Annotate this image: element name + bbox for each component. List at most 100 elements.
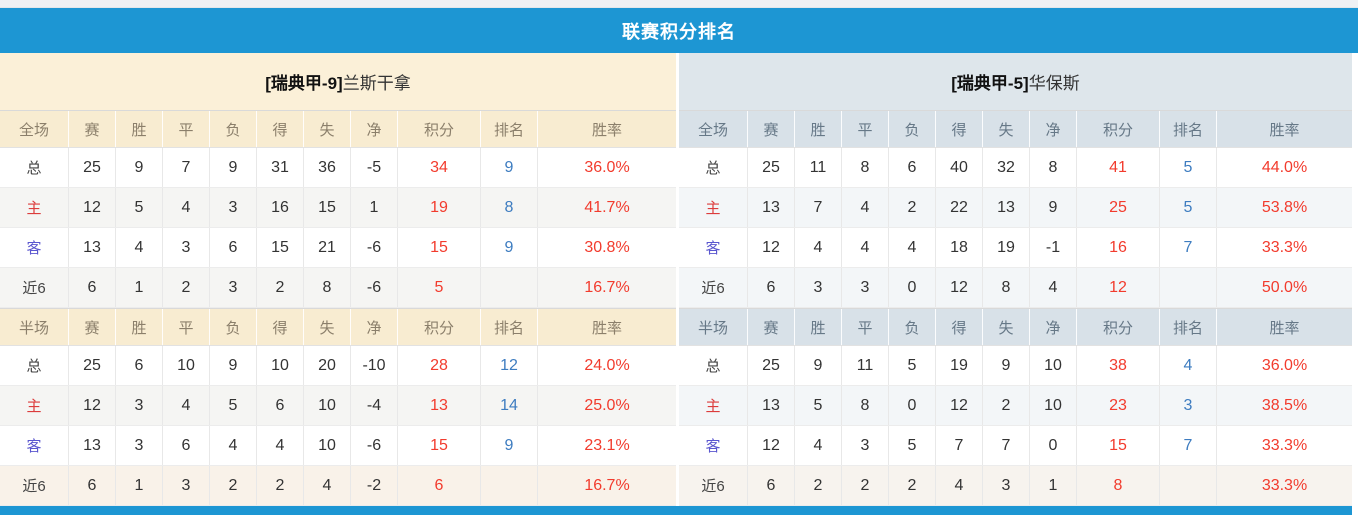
column-header-cell: 失: [982, 111, 1029, 147]
losses-cell: 4: [209, 426, 256, 465]
goals-against-cell: 7: [982, 426, 1029, 465]
column-header-cell: 得: [256, 309, 303, 345]
column-header-cell: 失: [303, 111, 350, 147]
rank-cell: 4: [1159, 346, 1216, 385]
winrate-cell: 23.1%: [537, 426, 676, 465]
played-cell: 6: [747, 466, 794, 505]
points-cell: 19: [397, 188, 480, 227]
column-header-cell: 赛: [68, 309, 115, 345]
points-cell: 12: [1076, 268, 1159, 307]
stat-row-recent: 近6 6 1 2 3 2 8 -6 5 16.7%: [0, 268, 676, 308]
draws-cell: 3: [841, 426, 888, 465]
column-header-cell: 积分: [1076, 309, 1159, 345]
played-cell: 12: [68, 386, 115, 425]
rank-cell: 5: [1159, 188, 1216, 227]
column-header-row: 半场 赛胜平负得失净积分 排名 胜率: [0, 308, 676, 346]
losses-cell: 9: [209, 148, 256, 187]
played-cell: 6: [68, 268, 115, 307]
wins-cell: 6: [115, 346, 162, 385]
winrate-cell: 36.0%: [1216, 346, 1352, 385]
goals-against-cell: 10: [303, 426, 350, 465]
goals-against-cell: 8: [303, 268, 350, 307]
scope-header-cell: 全场: [18, 121, 49, 139]
team-name: 华保斯: [1028, 74, 1080, 93]
column-header-cell: 赛: [747, 111, 794, 147]
losses-cell: 5: [888, 426, 935, 465]
column-header-cell: 积分: [397, 111, 480, 147]
stat-row-away: 客 13 3 6 4 4 10 -6 15 9 23.1%: [0, 426, 676, 466]
points-cell: 15: [397, 228, 480, 267]
column-header-cell: 得: [256, 111, 303, 147]
stat-row-recent: 近6 6 3 3 0 12 8 4 12 50.0%: [679, 268, 1352, 308]
row-label-cell: 客: [26, 240, 42, 257]
losses-cell: 0: [888, 268, 935, 307]
goal-diff-cell: 1: [1029, 466, 1076, 505]
losses-cell: 2: [888, 466, 935, 505]
row-label-cell: 总: [26, 358, 42, 375]
stat-row-total: 总 25 11 8 6 40 32 8 41 5 44.0%: [679, 148, 1352, 188]
rank-cell: [480, 466, 537, 505]
wins-cell: 3: [115, 426, 162, 465]
panel-home-team: [瑞典甲-9] 兰斯干拿 全场赛胜平负得失净积分 排名 胜率总 25 9 7 9 31 36 -5 3…: [0, 53, 676, 506]
draws-cell: 7: [162, 148, 209, 187]
losses-cell: 9: [209, 346, 256, 385]
column-header-row: 全场 赛胜平负得失净积分 排名 胜率: [0, 110, 676, 148]
draws-cell: 11: [841, 346, 888, 385]
played-cell: 12: [68, 188, 115, 227]
column-header-cell: 负: [209, 309, 256, 345]
row-label-cell: 总: [705, 358, 721, 375]
column-header-cell: 胜: [115, 111, 162, 147]
column-header-cell: 负: [209, 111, 256, 147]
draws-cell: 4: [162, 188, 209, 227]
winrate-cell: 41.7%: [537, 188, 676, 227]
stat-row-total: 总 25 6 10 9 10 20 -10 28 12 24.0%: [0, 346, 676, 386]
rank-cell: [1159, 466, 1216, 505]
goal-diff-cell: 8: [1029, 148, 1076, 187]
column-header-cell: 排名: [480, 111, 537, 147]
panel-away-team: [瑞典甲-5] 华保斯 全场赛胜平负得失净积分 排名 胜率总 25 11 8 6 40 32 8 41…: [676, 53, 1352, 506]
row-label-cell: 近6: [22, 280, 46, 297]
scope-header-cell: 半场: [18, 319, 49, 337]
wins-cell: 1: [115, 268, 162, 307]
draws-cell: 4: [162, 386, 209, 425]
wins-cell: 2: [794, 466, 841, 505]
goal-diff-cell: 4: [1029, 268, 1076, 307]
row-label-cell: 近6: [701, 478, 725, 495]
column-header-cell: 胜: [794, 309, 841, 345]
column-header-cell: 得: [935, 111, 982, 147]
stat-row-home: 主 13 7 4 2 22 13 9 25 5 53.8%: [679, 188, 1352, 228]
team-header: [瑞典甲-5] 华保斯: [679, 53, 1352, 110]
team-name: 兰斯干拿: [342, 74, 411, 93]
stat-row-recent: 近6 6 1 3 2 2 4 -2 6 16.7%: [0, 466, 676, 506]
column-header-cell: 失: [303, 309, 350, 345]
draws-cell: 2: [162, 268, 209, 307]
points-cell: 16: [1076, 228, 1159, 267]
column-header-cell: 平: [841, 111, 888, 147]
winrate-cell: 16.7%: [537, 268, 676, 307]
goals-against-cell: 9: [982, 346, 1029, 385]
winrate-cell: 30.8%: [537, 228, 676, 267]
column-header-cell: 得: [935, 309, 982, 345]
rank-cell: 7: [1159, 426, 1216, 465]
goal-diff-cell: 0: [1029, 426, 1076, 465]
rank-cell: [1159, 268, 1216, 307]
played-cell: 25: [747, 148, 794, 187]
wins-cell: 4: [794, 426, 841, 465]
column-header-cell: 净: [1029, 111, 1076, 147]
team-panels: [瑞典甲-9] 兰斯干拿 全场赛胜平负得失净积分 排名 胜率总 25 9 7 9 31 36 -5 3…: [0, 53, 1352, 506]
points-cell: 8: [1076, 466, 1159, 505]
losses-cell: 3: [209, 268, 256, 307]
title-bar: 联赛积分排名: [0, 8, 1358, 53]
column-header-cell: 胜率: [537, 309, 676, 345]
column-header-row: 全场 赛胜平负得失净积分 排名 胜率: [679, 110, 1352, 148]
points-cell: 5: [397, 268, 480, 307]
winrate-cell: 33.3%: [1216, 228, 1352, 267]
winrate-cell: 33.3%: [1216, 426, 1352, 465]
column-header-cell: 胜率: [1216, 111, 1352, 147]
winrate-cell: 33.3%: [1216, 466, 1352, 505]
rank-cell: 8: [480, 188, 537, 227]
goal-diff-cell: -6: [350, 268, 397, 307]
column-header-cell: 平: [162, 309, 209, 345]
stat-row-total: 总 25 9 11 5 19 9 10 38 4 36.0%: [679, 346, 1352, 386]
team-header: [瑞典甲-9] 兰斯干拿: [0, 53, 676, 110]
